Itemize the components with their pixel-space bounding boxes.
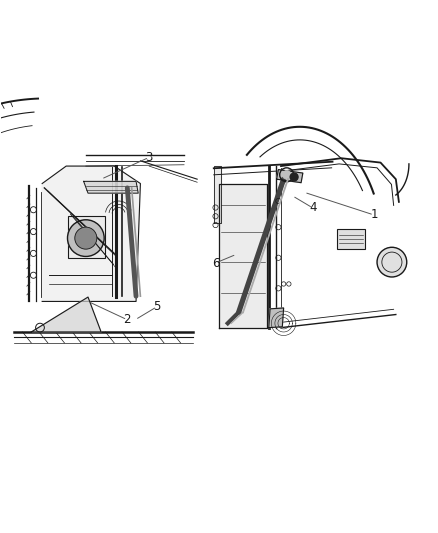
- Text: 6: 6: [212, 256, 219, 270]
- FancyBboxPatch shape: [68, 216, 106, 258]
- Polygon shape: [214, 166, 221, 223]
- Circle shape: [377, 247, 407, 277]
- Text: 2: 2: [124, 313, 131, 326]
- Polygon shape: [277, 169, 303, 183]
- Polygon shape: [219, 183, 267, 328]
- Polygon shape: [31, 297, 101, 332]
- Text: 5: 5: [153, 300, 161, 313]
- Text: 1: 1: [370, 208, 378, 222]
- Polygon shape: [84, 181, 138, 193]
- Polygon shape: [269, 308, 284, 328]
- Text: 3: 3: [145, 151, 153, 164]
- Circle shape: [75, 227, 97, 249]
- Circle shape: [67, 220, 104, 256]
- Circle shape: [290, 173, 298, 181]
- Polygon shape: [42, 166, 141, 302]
- Circle shape: [283, 171, 291, 179]
- FancyBboxPatch shape: [337, 229, 365, 249]
- Text: 4: 4: [309, 201, 317, 214]
